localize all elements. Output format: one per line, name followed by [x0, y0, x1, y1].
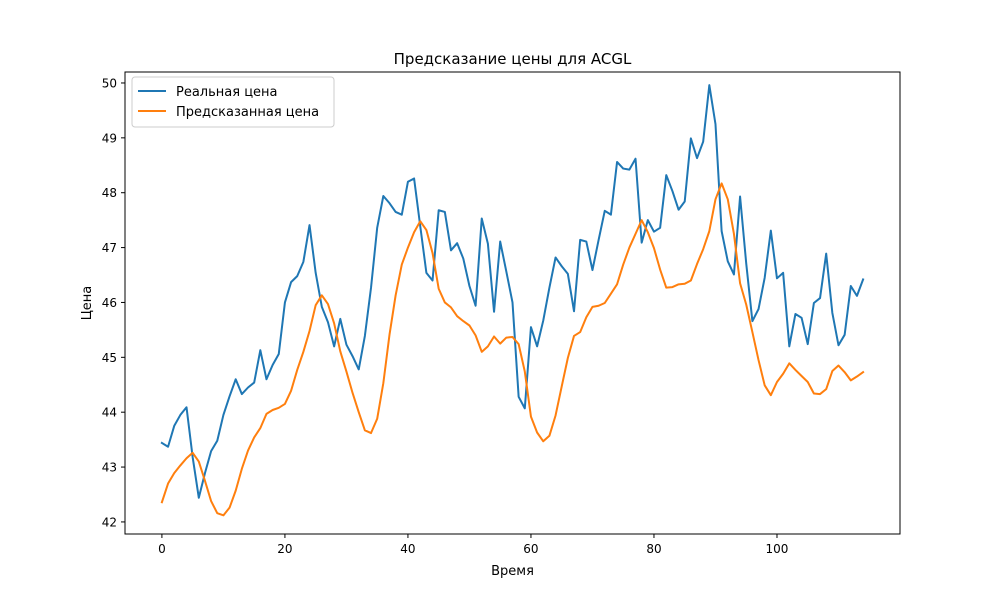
y-tick-label: 44	[102, 406, 117, 420]
y-tick-label: 42	[102, 515, 117, 529]
y-tick-label: 48	[102, 186, 117, 200]
legend-label-real: Реальная цена	[176, 85, 278, 100]
series-line-real	[160, 84, 865, 499]
x-axis-ticks: 0 20 40 60 80 100	[158, 534, 788, 556]
x-tick-label: 40	[400, 542, 415, 556]
axes-frame	[124, 71, 901, 535]
y-tick-label: 50	[102, 76, 117, 90]
x-tick-label: 20	[277, 542, 292, 556]
y-tick-label: 45	[102, 351, 117, 365]
legend-box	[131, 76, 335, 128]
legend-label-predicted: Предсказанная цена	[176, 105, 319, 120]
y-tick-label: 47	[102, 241, 117, 255]
legend: Реальная цена Предсказанная цена	[131, 76, 335, 128]
y-axis-ticks: 42 43 44 45 46 47 48 49 50	[102, 76, 125, 529]
series-line-predicted	[160, 182, 865, 517]
y-tick-label: 43	[102, 461, 117, 475]
y-tick-label: 46	[102, 296, 117, 310]
x-tick-label: 80	[646, 542, 661, 556]
y-axis-label: Цена	[80, 286, 95, 321]
chart-title: Предсказание цены для ACGL	[394, 50, 632, 68]
x-tick-label: 60	[523, 542, 538, 556]
x-tick-label: 0	[158, 542, 166, 556]
x-axis-label: Время	[491, 564, 534, 579]
y-tick-label: 49	[102, 131, 117, 145]
series-layer	[160, 84, 865, 517]
x-tick-label: 100	[766, 542, 789, 556]
